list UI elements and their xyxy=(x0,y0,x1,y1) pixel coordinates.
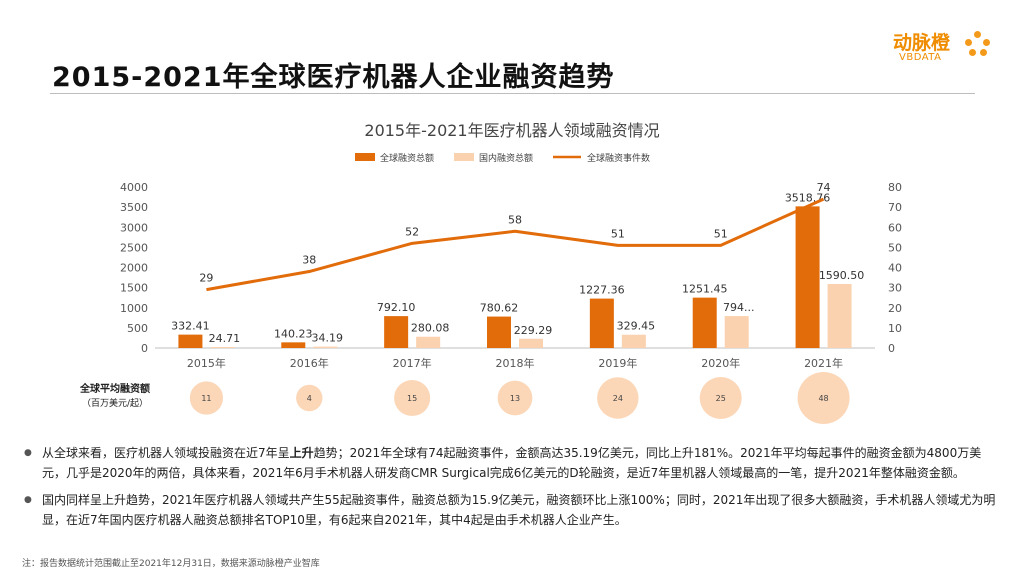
y-left-tick-label: 1000 xyxy=(120,302,148,315)
legend-label-global: 全球融资总额 xyxy=(380,152,434,164)
legend-label-domestic: 国内融资总额 xyxy=(479,152,533,164)
bar-domestic-3 xyxy=(519,338,543,348)
bar-domestic-label-4: 329.45 xyxy=(617,320,656,333)
bar-global-5 xyxy=(692,297,717,348)
bar-global-label-2: 792.10 xyxy=(377,301,416,314)
y-right-tick-label: 70 xyxy=(888,201,902,214)
avg-bubble-label-0: 11 xyxy=(201,394,211,403)
logo-text: 动脉橙 xyxy=(893,32,951,54)
bar-domestic-4 xyxy=(621,334,646,348)
bar-domestic-5 xyxy=(724,316,749,348)
avg-bubble-6 xyxy=(797,372,850,424)
y-right-tick-label: 30 xyxy=(888,282,902,295)
events-label-1: 38 xyxy=(302,254,316,267)
y-left-tick-label: 2000 xyxy=(120,262,148,275)
title-divider xyxy=(50,93,975,94)
bar-global-label-0: 332.41 xyxy=(171,320,210,333)
chart-title: 2015年-2021年医疗机器人领域融资情况 xyxy=(364,121,659,140)
brand-logo: 动脉橙 VBDATA xyxy=(893,28,1003,68)
avg-bubble-1 xyxy=(296,384,323,412)
bar-global-label-3: 780.62 xyxy=(480,302,519,315)
bar-global-1 xyxy=(281,342,306,348)
avg-bubble-label-1: 4 xyxy=(307,394,312,403)
y-right-tick-label: 80 xyxy=(888,181,902,194)
bar-domestic-label-6: 1590.50 xyxy=(819,269,865,282)
x-tick-label-4: 2019年 xyxy=(598,356,637,370)
y-right-tick-label: 0 xyxy=(888,342,895,355)
bullet-global-emphasis: 上升 xyxy=(289,446,314,460)
bar-domestic-label-1: 34.19 xyxy=(312,332,344,345)
bar-domestic-1 xyxy=(313,346,338,348)
bar-domestic-0 xyxy=(210,347,235,348)
bar-domestic-label-3: 229.29 xyxy=(514,324,553,337)
avg-bubble-label-4: 24 xyxy=(613,394,623,403)
y-left-tick-label: 0 xyxy=(141,342,148,355)
y-right-tick-label: 60 xyxy=(888,221,902,234)
bullet-domestic: 国内同样呈上升趋势，2021年医疗机器人领域共产生55起融资事件，融资总额为15… xyxy=(22,491,997,530)
y-left-tick-label: 3000 xyxy=(120,221,148,234)
bar-domestic-label-0: 24.71 xyxy=(209,332,241,345)
y-left-tick-label: 4000 xyxy=(120,181,148,194)
avg-bubble-2 xyxy=(394,379,431,417)
y-left-tick-label: 500 xyxy=(127,322,148,335)
bar-domestic-6 xyxy=(827,283,852,348)
avg-bubble-0 xyxy=(189,381,224,415)
avg-bubble-label-2: 15 xyxy=(407,394,417,403)
avg-bubble-4 xyxy=(597,377,639,419)
events-label-4: 51 xyxy=(611,227,625,240)
x-tick-label-1: 2016年 xyxy=(290,356,329,370)
y-right-tick-label: 20 xyxy=(888,302,902,315)
x-tick-label-6: 2021年 xyxy=(804,356,843,370)
summary-bullets: 从全球来看，医疗机器人领域投融资在近7年呈上升趋势；2021年全球有74起融资事… xyxy=(22,444,997,530)
x-tick-label-3: 2018年 xyxy=(496,356,535,370)
events-label-5: 51 xyxy=(714,227,728,240)
bar-global-label-5: 1251.45 xyxy=(682,283,728,296)
bar-global-label-1: 140.23 xyxy=(274,327,313,340)
legend-swatch-global xyxy=(355,153,375,161)
footnote: 注：报告数据统计范围截止至2021年12月31日，数据来源动脉橙产业智库 xyxy=(22,559,320,569)
y-left-tick-label: 3500 xyxy=(120,201,148,214)
bullet-domestic-text: 国内同样呈上升趋势，2021年医疗机器人领域共产生55起融资事件，融资总额为15… xyxy=(42,493,996,527)
events-label-2: 52 xyxy=(405,225,419,238)
bar-domestic-2 xyxy=(416,336,441,348)
bar-global-3 xyxy=(487,316,511,348)
y-right-tick-label: 10 xyxy=(888,322,902,335)
events-label-3: 58 xyxy=(508,213,522,226)
bar-global-2 xyxy=(384,316,409,348)
events-label-0: 29 xyxy=(199,272,213,285)
bar-global-4 xyxy=(589,298,614,348)
page-title: 2015-2021年全球医疗机器人企业融资趋势 xyxy=(52,62,615,93)
bullet-global-text-2: 趋势；2021年全球有74起融资事件，金额高达35.19亿美元，同比上升181%… xyxy=(42,446,982,480)
avg-row-label: 全球平均融资额 xyxy=(79,382,150,395)
events-line xyxy=(206,197,825,292)
x-tick-label-0: 2015年 xyxy=(187,356,226,370)
y-right-tick-label: 50 xyxy=(888,241,902,254)
logo-subtext: VBDATA xyxy=(899,52,942,63)
y-right-tick-label: 40 xyxy=(888,262,902,275)
events-label-6: 74 xyxy=(817,181,831,194)
bar-global-0 xyxy=(178,334,203,348)
x-tick-label-2: 2017年 xyxy=(393,356,432,370)
avg-bubble-label-5: 25 xyxy=(716,394,726,403)
y-left-tick-label: 2500 xyxy=(120,241,148,254)
logo-dots-icon xyxy=(965,31,991,57)
bullet-global: 从全球来看，医疗机器人领域投融资在近7年呈上升趋势；2021年全球有74起融资事… xyxy=(22,444,997,483)
legend-swatch-domestic xyxy=(454,153,474,161)
legend-label-events: 全球融资事件数 xyxy=(587,152,650,164)
avg-bubble-3 xyxy=(497,380,533,416)
y-left-tick-label: 1500 xyxy=(120,282,148,295)
bar-global-6 xyxy=(795,206,820,348)
bar-global-label-4: 1227.36 xyxy=(579,284,625,297)
bar-domestic-label-5: 794... xyxy=(723,301,755,314)
avg-row-sublabel: （百万美元/起） xyxy=(82,397,148,409)
bullet-global-text-1: 从全球来看，医疗机器人领域投融资在近7年呈 xyxy=(42,446,290,460)
x-tick-label-5: 2020年 xyxy=(701,356,740,370)
avg-bubble-label-6: 48 xyxy=(818,394,828,403)
bar-domestic-label-2: 280.08 xyxy=(411,322,450,335)
avg-bubble-label-3: 13 xyxy=(510,394,520,403)
avg-bubble-5 xyxy=(699,377,742,419)
